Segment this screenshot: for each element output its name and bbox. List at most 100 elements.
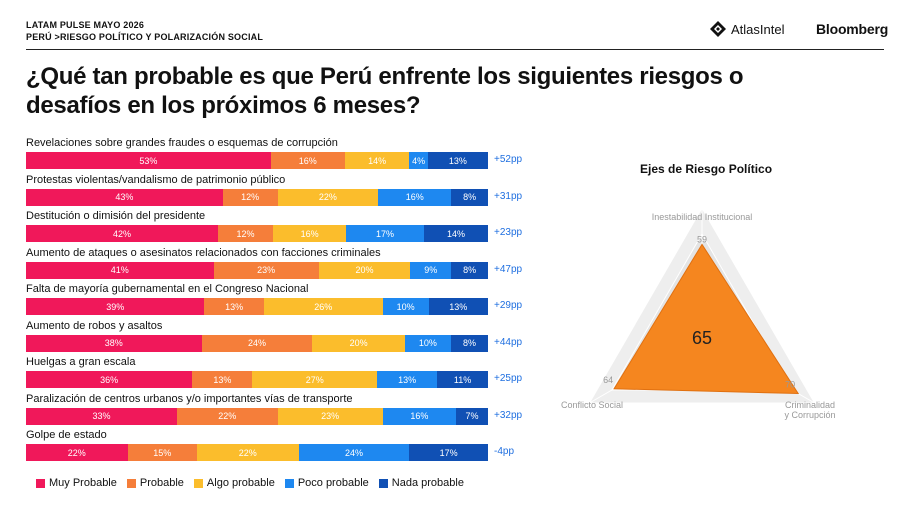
stacked-bar: 53% 16% 14% 4% 13% [26,152,488,169]
stacked-bar: 39% 13% 26% 10% 13% [26,298,488,315]
bar-segment-probable: 12% [222,188,278,206]
bar-segment-poco-probable: 10% [382,298,429,315]
net-score-label: +29pp [494,300,523,311]
stacked-bar: 43% 12% 22% 16% 8% [26,188,488,206]
bar-segment-poco-probable: 17% [346,225,424,242]
bar-segment-algo-probable: 22% [196,444,299,461]
bar-segment-muy-probable: 36% [26,371,193,388]
radar-value-label: 64 [603,375,613,385]
bar-segment-muy-probable: 33% [26,407,177,425]
bar-segment-nada-probable: 8% [451,188,488,206]
stacked-bar: 41% 23% 20% 9% 8% [26,261,488,279]
legend-label: Poco probable [297,477,369,489]
chart-legend: Muy Probable Probable Algo probable Poco pr… [36,477,464,489]
bloomberg-logo: Bloomberg [816,21,889,37]
radar-axis-label: Conflicto Social [561,400,623,410]
bar-segment-probable: 16% [270,152,345,169]
bar-category-label: Falta de mayoría gubernamental en el Con… [26,283,309,295]
bar-row: Destitución o dimisión del presidente 42%… [26,210,536,246]
bar-category-label: Golpe de estado [26,429,107,441]
bar-segment-muy-probable: 22% [26,444,128,461]
report-header: LATAM PULSE MAYO 2026 PERÚ >RIESGO POLÍT… [26,20,889,50]
bar-segment-algo-probable: 27% [252,371,378,388]
bar-row: Aumento de ataques o asesinatos relacion… [26,247,536,283]
bar-segment-probable: 13% [204,298,264,315]
bar-category-label: Huelgas a gran escala [26,356,136,368]
bar-segment-algo-probable: 20% [312,334,405,352]
net-score-label: +32pp [494,409,523,421]
net-score-label: +44pp [494,336,523,348]
bar-segment-nada-probable: 7% [455,407,488,425]
legend-item: Algo probable [193,477,275,489]
legend-label: Muy Probable [49,477,117,489]
bar-segment-algo-probable: 22% [277,188,379,206]
bar-segment-nada-probable: 11% [437,371,488,388]
bar-segment-muy-probable: 41% [26,261,214,279]
legend-item: Muy Probable [36,477,117,489]
bar-segment-muy-probable: 39% [26,298,205,315]
net-score-label: +47pp [494,263,523,275]
legend-swatch [378,478,388,488]
bar-row: Protestas violentas/vandalismo de patrim… [26,174,536,210]
bar-segment-probable: 22% [176,407,278,425]
bar-row: Golpe de estado 22% 15% 22% 24% 17% -4pp [26,429,536,465]
bar-segment-probable: 23% [213,261,319,279]
legend-label: Probable [139,477,184,489]
radar-title: Ejes de Riesgo Político [640,162,773,176]
bar-segment-muy-probable: 42% [26,225,219,242]
atlasintel-wordmark: AtlasIntel [731,21,785,37]
legend-item: Nada probable [378,477,464,489]
page-title: ¿Qué tan probable es que Perú enfrente l… [26,63,744,119]
bar-row: Revelaciones sobre grandes fraudes o esq… [26,137,536,173]
legend-swatch [193,478,203,488]
report-section: PERÚ >RIESGO POLÍTICO Y POLARIZACIÓN SOC… [26,32,264,42]
net-score-label: +52pp [494,154,523,165]
bar-segment-algo-probable: 14% [344,152,410,169]
bar-segment-nada-probable: 8% [451,261,488,279]
bar-category-label: Destitución o dimisión del presidente [26,210,206,222]
bar-segment-poco-probable: 13% [377,371,438,388]
stacked-bar: 42% 12% 16% 17% 14% [26,225,488,242]
bar-category-label: Paralización de centros urbanos y/o impo… [26,392,353,405]
bar-row: Huelgas a gran escala 36% 13% 27% 13% 11% +25p… [26,356,536,392]
bar-category-label: Aumento de robos y asaltos [26,319,163,332]
bar-category-label: Aumento de ataques o asesinatos relacion… [26,246,381,259]
radar-data-area [613,243,800,395]
bar-segment-poco-probable: 9% [410,261,452,279]
radar-chart: Ejes de Riesgo Político 59 70 64 65 Inestabi… [548,150,888,440]
radar-axis-label: Inestabilidad Institucional [652,212,753,222]
legend-swatch [284,478,294,488]
bar-segment-algo-probable: 26% [263,298,383,315]
bar-segment-muy-probable: 38% [26,334,202,352]
bar-segment-algo-probable: 20% [318,261,411,279]
report-series: LATAM PULSE MAYO 2026 [26,20,145,30]
bar-segment-probable: 12% [218,225,273,242]
bar-segment-poco-probable: 24% [298,444,410,461]
bar-row: Falta de mayoría gubernamental en el Con… [26,283,536,319]
bar-segment-nada-probable: 17% [409,444,488,461]
net-score-label: +23pp [494,227,523,238]
radar-plot: 59 70 64 65 Inestabilidad Institucional Crimi… [561,207,836,420]
bar-category-label: Revelaciones sobre grandes fraudes o esq… [26,137,338,149]
legend-item: Poco probable [284,477,369,489]
bar-segment-poco-probable: 10% [404,334,451,352]
atlasintel-logo: AtlasIntel [710,21,784,37]
stacked-bar: 36% 13% 27% 13% 11% [26,371,488,388]
bar-segment-nada-probable: 13% [428,298,488,315]
radar-value-label: 59 [697,234,707,244]
bar-segment-poco-probable: 4% [409,152,428,169]
radar-center-value: 65 [692,328,712,348]
bar-segment-muy-probable: 53% [26,152,271,169]
bar-segment-poco-probable: 16% [382,407,456,425]
legend-label: Nada probable [391,477,464,489]
bar-segment-muy-probable: 43% [26,188,223,206]
bar-segment-probable: 13% [192,371,253,388]
bar-row: Paralización de centros urbanos y/o impo… [26,393,536,429]
bar-segment-algo-probable: 16% [273,225,347,242]
net-score-label: +25pp [494,373,523,384]
header-divider [26,49,884,50]
bar-segment-nada-probable: 8% [451,334,488,352]
radar-axis-label: Criminalidad y Corrupción [784,400,835,420]
legend-label: Algo probable [206,477,275,489]
net-score-label: -4pp [494,446,515,457]
